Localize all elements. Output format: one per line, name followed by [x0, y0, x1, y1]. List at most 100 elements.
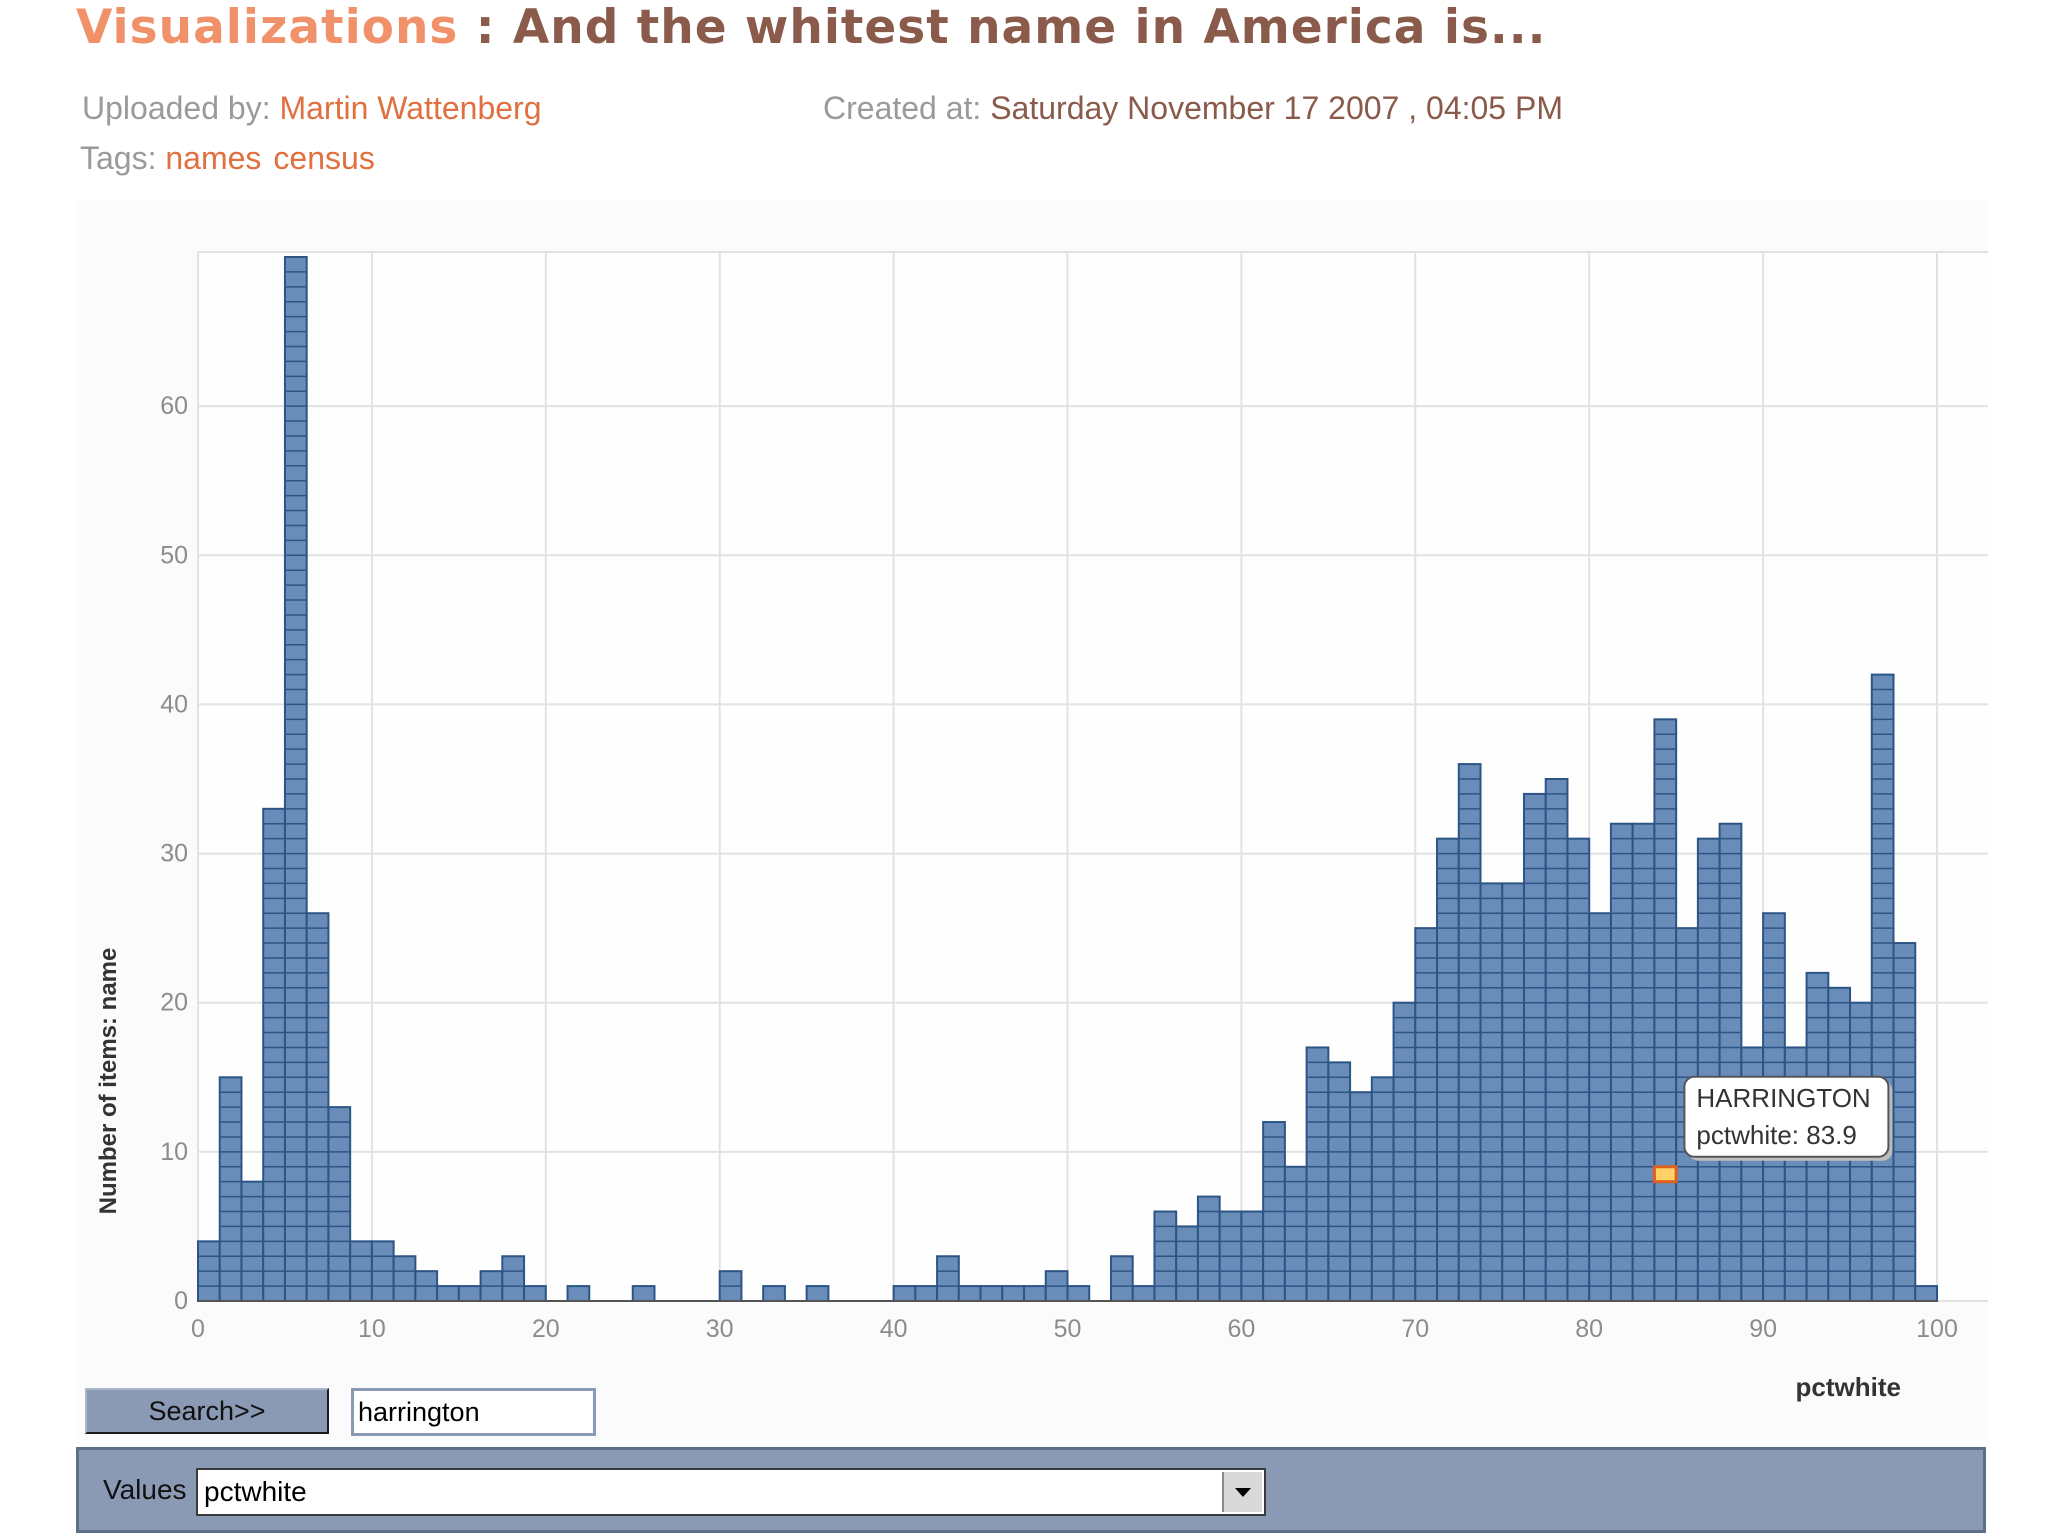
histogram-bar [631, 1285, 656, 1302]
search-input[interactable] [351, 1388, 596, 1436]
histogram-bar [349, 1240, 373, 1303]
histogram-bar [1392, 1001, 1417, 1302]
tag-census[interactable]: census [273, 140, 375, 176]
histogram-bar [1588, 912, 1612, 1302]
histogram-bar [1044, 1270, 1069, 1302]
x-tick-label: 0 [191, 1315, 205, 1343]
histogram-bar [1892, 942, 1917, 1302]
histogram-bar [1436, 837, 1460, 1303]
y-tick-label: 20 [160, 989, 188, 1017]
created-at: Created at: Saturday November 17 2007 , … [823, 90, 1563, 127]
histogram-bar [1870, 673, 1895, 1303]
histogram-bar [327, 1106, 352, 1302]
histogram-bar [1131, 1285, 1156, 1302]
tag-names[interactable]: names [165, 140, 262, 176]
histogram-bar [762, 1285, 786, 1302]
histogram-bar [1653, 718, 1678, 1302]
chart-panel: HARRINGTON pctwhite: 83.9 0 10 20 30 40 50 60 70 8… [76, 200, 1988, 1440]
search-button[interactable]: Search>> [85, 1388, 329, 1434]
x-tick-label: 50 [1054, 1315, 1082, 1343]
histogram-bar [1283, 1165, 1308, 1302]
histogram-bar [1631, 822, 1656, 1302]
histogram-bar [262, 807, 286, 1302]
page-title: Visualizations : And the whitest name in… [76, 0, 1547, 55]
histogram-bar [1023, 1285, 1047, 1302]
y-tick-label: 50 [160, 541, 188, 569]
created-at-value: Saturday November 17 2007 , 04:05 PM [990, 90, 1563, 126]
x-tick-label: 60 [1227, 1315, 1255, 1343]
histogram-bar [1262, 1121, 1286, 1302]
histogram-bar [1196, 1195, 1221, 1302]
chevron-down-icon[interactable] [1222, 1472, 1262, 1512]
histogram-bar [1501, 882, 1525, 1303]
histogram-bar [1153, 1210, 1178, 1302]
histogram-bar [1414, 927, 1439, 1303]
x-tick-label: 90 [1749, 1315, 1777, 1343]
uploaded-by-label: Uploaded by: [82, 90, 271, 126]
histogram-bar [936, 1255, 960, 1303]
tooltip-name: HARRINGTON [1696, 1083, 1870, 1113]
values-select-value: pctwhite [204, 1476, 307, 1507]
histogram-bar [1566, 837, 1591, 1303]
uploaded-by: Uploaded by: Martin Wattenberg [82, 90, 542, 127]
histogram-bar [479, 1270, 504, 1302]
histogram-bar [1218, 1210, 1243, 1302]
x-tick-label: 10 [358, 1315, 386, 1343]
x-tick-label: 70 [1401, 1315, 1429, 1343]
histogram-bar [197, 1240, 221, 1303]
histogram-bar [283, 256, 308, 1302]
histogram-bar [1327, 1061, 1352, 1302]
y-tick-label: 0 [174, 1287, 188, 1315]
highlighted-item [1652, 1165, 1678, 1184]
histogram-bar [957, 1285, 982, 1302]
y-tick-label: 30 [160, 840, 188, 868]
histogram-bar [436, 1285, 460, 1302]
histogram-bar [392, 1255, 417, 1303]
histogram-bar [1696, 837, 1721, 1303]
histogram-bar [1479, 882, 1504, 1303]
x-tick-label: 20 [532, 1315, 560, 1343]
histogram-bar [414, 1270, 439, 1302]
histogram-bar [218, 1076, 243, 1302]
histogram-bar [1718, 822, 1743, 1302]
histogram-bar [914, 1285, 939, 1302]
histogram-bar [1175, 1225, 1199, 1303]
created-at-label: Created at: [823, 90, 982, 126]
histogram-chart: HARRINGTON pctwhite: 83.9 0 10 20 30 40 50 60 70 8… [95, 251, 1988, 1402]
histogram-bar [1609, 822, 1634, 1302]
uploader-link[interactable]: Martin Wattenberg [279, 90, 542, 126]
histogram-bar [1305, 1046, 1330, 1303]
x-tick-label: 30 [706, 1315, 734, 1343]
histogram-bar [1457, 763, 1482, 1302]
histogram-bar [566, 1285, 591, 1302]
histogram-bar [1066, 1285, 1091, 1302]
x-tick-label: 80 [1575, 1315, 1603, 1343]
histogram-bar [1522, 792, 1547, 1303]
y-tick-label: 40 [160, 690, 188, 718]
visualization-title: : And the whitest name in America is... [458, 0, 1547, 55]
histogram-bar [305, 912, 330, 1302]
histogram-bar [1370, 1076, 1395, 1302]
values-label: Values [103, 1474, 187, 1505]
histogram-bar [1914, 1285, 1938, 1302]
x-tick-label: 100 [1916, 1315, 1958, 1343]
y-tick-label: 60 [160, 392, 188, 420]
y-axis-label: Number of items: name [95, 948, 122, 1215]
x-tick-label: 40 [880, 1315, 908, 1343]
histogram-bar [501, 1255, 526, 1303]
histogram-bar [718, 1270, 743, 1302]
tags: Tags: names census [80, 140, 387, 177]
histogram-bar [1240, 1210, 1265, 1302]
visualizations-link[interactable]: Visualizations [76, 0, 459, 55]
histogram-bar [370, 1240, 395, 1303]
tags-label: Tags: [80, 140, 157, 176]
histogram-bar [892, 1285, 917, 1302]
histogram-bar [1544, 778, 1569, 1302]
histogram-bar [805, 1285, 830, 1302]
histogram-bar [979, 1285, 1004, 1302]
histogram-bar [240, 1180, 265, 1303]
tooltip-value: pctwhite: 83.9 [1696, 1120, 1856, 1150]
y-tick-label: 10 [160, 1138, 188, 1166]
values-select[interactable]: pctwhite [196, 1468, 1266, 1516]
x-axis-label: pctwhite [1796, 1372, 1901, 1402]
